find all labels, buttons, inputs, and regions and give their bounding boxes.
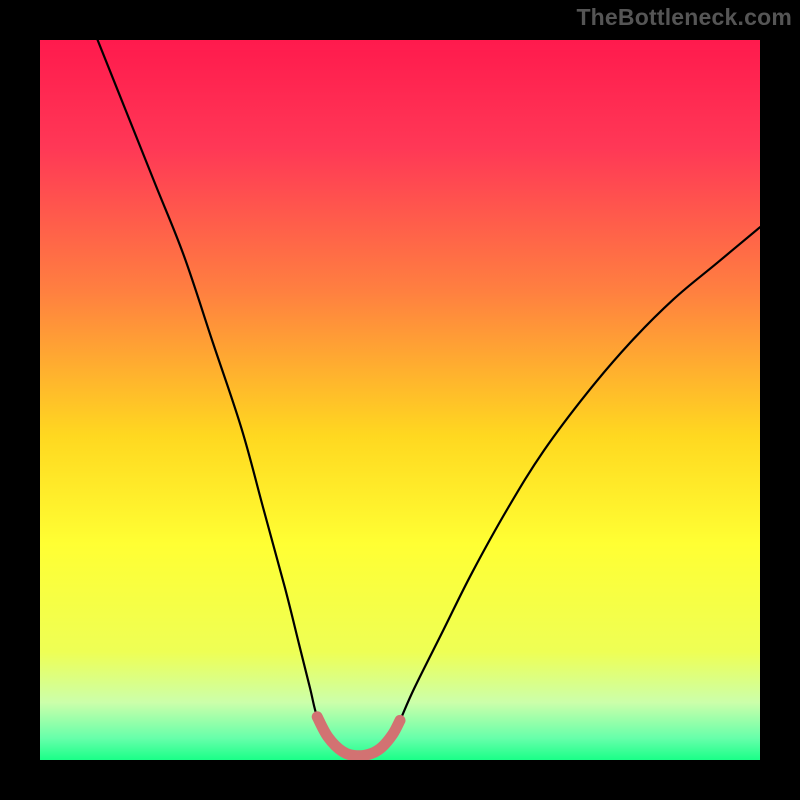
watermark-text: TheBottleneck.com	[576, 4, 792, 31]
chart-svg	[0, 0, 800, 800]
chart-container: TheBottleneck.com	[0, 0, 800, 800]
plot-background	[40, 40, 760, 760]
